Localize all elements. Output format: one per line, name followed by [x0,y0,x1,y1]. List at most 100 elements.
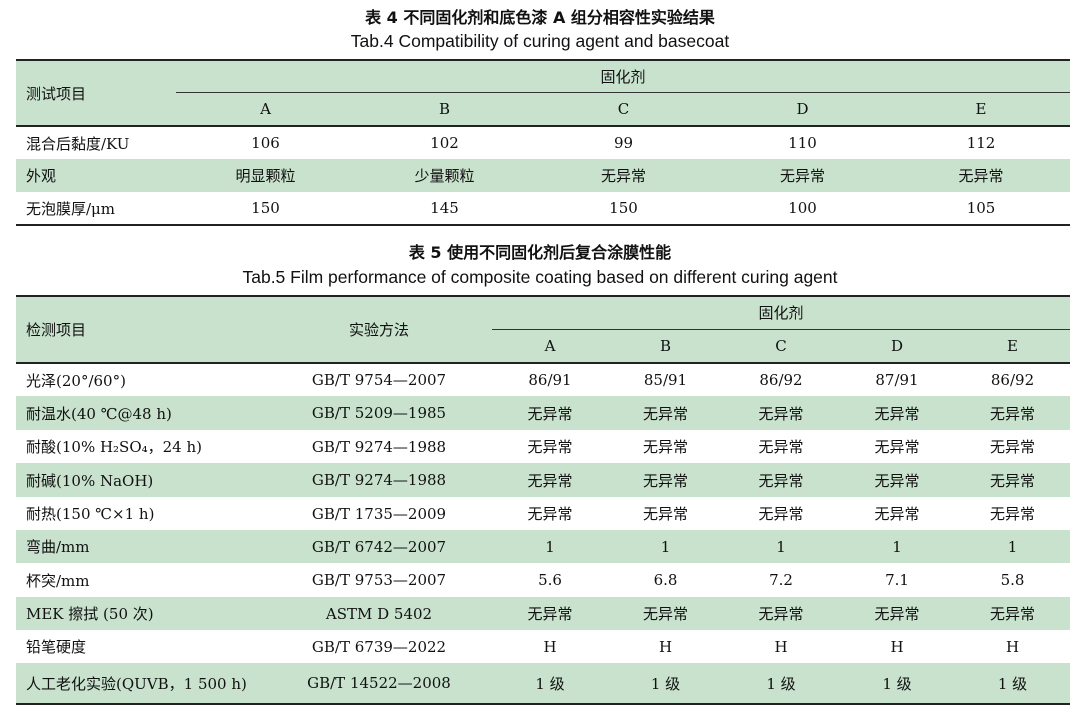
method-cell: GB/T 6739—2022 [311,637,447,656]
table-cell: 无异常 [892,159,1071,192]
table-cell: 105 [966,199,996,217]
table-cell: 无异常 [608,396,723,430]
table-cell: 145 [430,199,459,217]
table-cell: 1 级 [608,663,723,704]
table5-header-item: 检测项目 [16,296,266,363]
table-row: 混合后黏度/KU 106 102 99 110 112 [16,126,1071,159]
table5-agent-header: B [608,328,723,363]
row-label: 混合后黏度/KU [26,134,130,153]
table-cell: H [774,637,788,656]
table-cell: 无异常 [527,505,573,523]
row-label: 外观 [16,159,176,192]
method-cell: GB/T 9274—1988 [311,437,447,456]
table-cell: 无异常 [723,597,839,630]
table-cell: 无异常 [492,597,608,630]
table5-agent-header: C [723,328,839,363]
table5-header-group: 固化剂 [492,296,1071,329]
table-row: 耐酸(10% H₂SO₄，24 h) GB/T 9274—1988 无异常 无异常 无异… [16,430,1070,463]
row-label: 耐酸(10% H₂SO₄，24 h) [26,438,203,456]
method-cell: GB/T 6742—2007 [266,530,492,563]
table-cell: H [1005,637,1020,656]
table-cell: H [543,637,557,656]
table-cell: 无异常 [758,438,804,456]
table-cell: 无异常 [955,396,1071,430]
table4-header-item: 测试项目 [16,60,176,126]
row-label: 耐碱(10% NaOH) [16,463,266,497]
table-cell: 少量颗粒 [355,159,534,192]
row-label: 耐热(150 ℃×1 h) [26,505,155,523]
table-cell: 1 级 [955,663,1071,704]
table-row: MEK 擦拭 (50 次) ASTM D 5402 无异常 无异常 无异常 无异常 无异常 [16,597,1071,630]
table-cell: H [658,637,673,656]
table-cell: 1 [955,530,1071,563]
table-cell: 7.1 [885,571,909,589]
table-cell: 106 [251,134,280,152]
table-row: 耐温水(40 ℃@48 h) GB/T 5209—1985 无异常 无异常 无异常 无异常… [16,396,1071,430]
table5-agent-header: D [839,328,955,363]
table5-caption-en: Tab.5 Film performance of composite coat… [242,267,838,287]
table4-header-group: 固化剂 [176,60,1071,92]
table-cell: 无异常 [839,463,955,497]
table4-agent-header: A [176,91,355,126]
table-cell: 无异常 [642,438,688,456]
table-cell: 86/92 [990,371,1035,389]
table-cell: 86/91 [528,371,572,389]
table-cell: 87/91 [875,371,919,389]
table-cell: 85/91 [643,371,688,389]
table-cell: 无异常 [839,396,955,430]
table-cell: 无异常 [608,597,723,630]
table5-agent-header: A [492,328,608,363]
table-cell: 无异常 [527,438,573,456]
table-cell: 99 [613,134,634,152]
table-cell: 明显颗粒 [176,159,355,192]
table-cell: 1 [608,530,723,563]
table-row: 无泡膜厚/μm 150 145 150 100 105 [16,192,1071,225]
method-cell: ASTM D 5402 [266,597,492,630]
table-cell: 1 级 [839,663,955,704]
table4-agent-header: C [534,91,713,126]
table-cell: 7.2 [769,571,793,589]
table5: 检测项目 实验方法 固化剂 A B C D E 光泽(20°/60°) GB/T … [16,295,1071,705]
row-label: MEK 擦拭 (50 次) [16,597,266,630]
method-cell: GB/T 9754—2007 [311,371,447,389]
table-cell: 无异常 [492,396,608,430]
table-cell: 1 级 [492,663,608,704]
table4-caption-en: Tab.4 Compatibility of curing agent and … [350,31,730,51]
table-row: 铅笔硬度 GB/T 6739—2022 H H H H H [16,630,1070,663]
table4-agent-header: B [355,91,534,126]
table-row: 耐碱(10% NaOH) GB/T 9274—1988 无异常 无异常 无异常 无异常 无异… [16,463,1071,497]
table-cell: 无异常 [990,438,1036,456]
table-cell: 110 [788,134,817,152]
table4-agent-header: E [892,91,1071,126]
table5-agent-header: E [955,328,1071,363]
method-cell: GB/T 14522—2008 [266,663,492,704]
table-cell: 无异常 [874,505,920,523]
table5-caption-cn: 表 5 使用不同固化剂后复合涂膜性能 [408,243,672,262]
method-cell: GB/T 9274—1988 [266,463,492,497]
table-cell: 无异常 [723,463,839,497]
table-cell: 无异常 [874,438,920,456]
table-cell: 1 [492,530,608,563]
row-label: 无泡膜厚/μm [26,199,116,218]
table4: 测试项目 固化剂 A B C D E 混合后黏度/KU 106 102 99 1… [16,59,1071,226]
table-cell: 无异常 [642,505,688,523]
table-row: 光泽(20°/60°) GB/T 9754—2007 86/91 85/91 86/92… [16,363,1071,396]
table4-caption-cn: 表 4 不同固化剂和底色漆 A 组分相容性实验结果 [365,8,715,27]
table-cell: 100 [788,199,817,217]
table-cell: 150 [251,199,280,217]
table-cell: 无异常 [955,597,1071,630]
row-label: 耐温水(40 ℃@48 h) [16,396,266,430]
table-cell: 无异常 [713,159,892,192]
table-cell: 150 [609,199,638,217]
table-cell: 无异常 [608,463,723,497]
table-cell: 1 级 [723,663,839,704]
table-cell: 5.8 [1000,571,1025,589]
table-cell: 6.8 [653,571,678,589]
method-cell: GB/T 1735—2009 [311,504,447,523]
table-cell: 无异常 [492,463,608,497]
table-cell: 无异常 [534,159,713,192]
table-cell: 102 [430,134,459,152]
table-cell: 1 [723,530,839,563]
table5-header-method: 实验方法 [266,296,492,363]
